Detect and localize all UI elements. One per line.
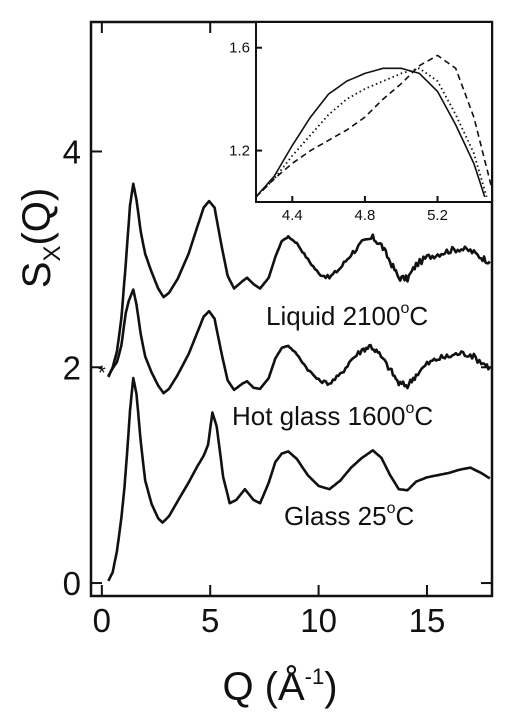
inset-x-tick-label: 4.4	[282, 207, 303, 224]
x-axis-title: Q (Å-1)	[222, 664, 337, 709]
inset-y-tick-label: 1.2	[229, 143, 250, 160]
y-tick-label: 2	[63, 349, 81, 386]
inset-series-line	[255, 54, 493, 198]
series-label-glass: Glass 25oC	[284, 500, 414, 531]
series-line	[107, 182, 491, 378]
asterisk-marker: *	[98, 363, 106, 385]
y-tick-label: 4	[63, 133, 81, 170]
x-tick-label: 5	[201, 602, 219, 639]
inset-series-line	[255, 67, 486, 198]
series-label-liquid: Liquid 2100oC	[266, 300, 428, 331]
main-series-group	[107, 182, 491, 582]
x-tick-label: 10	[300, 602, 337, 639]
inset-series-group	[255, 54, 493, 198]
series-line	[107, 376, 491, 582]
inset-frame	[255, 21, 493, 203]
inset-x-tick-label: 5.2	[427, 207, 448, 224]
y-axis-title: SX(Q)	[15, 188, 66, 288]
y-tick-label: 0	[63, 565, 81, 602]
inset-chart: 4.4 4.8 5.2 1.2 1.6	[229, 21, 493, 224]
series-label-hot-glass: Hot glass 1600oC	[232, 400, 433, 431]
x-tick-label: 15	[409, 602, 446, 639]
inset-x-tick-label: 4.8	[354, 207, 375, 224]
series-line	[107, 288, 491, 395]
inset-series-line	[255, 67, 488, 198]
inset-y-tick-label: 1.6	[229, 40, 250, 57]
x-tick-label: 0	[93, 602, 111, 639]
inset-axes: 4.4 4.8 5.2 1.2 1.6	[229, 40, 448, 224]
main-axes: 0 5 10 15 0 2 4	[63, 22, 492, 639]
